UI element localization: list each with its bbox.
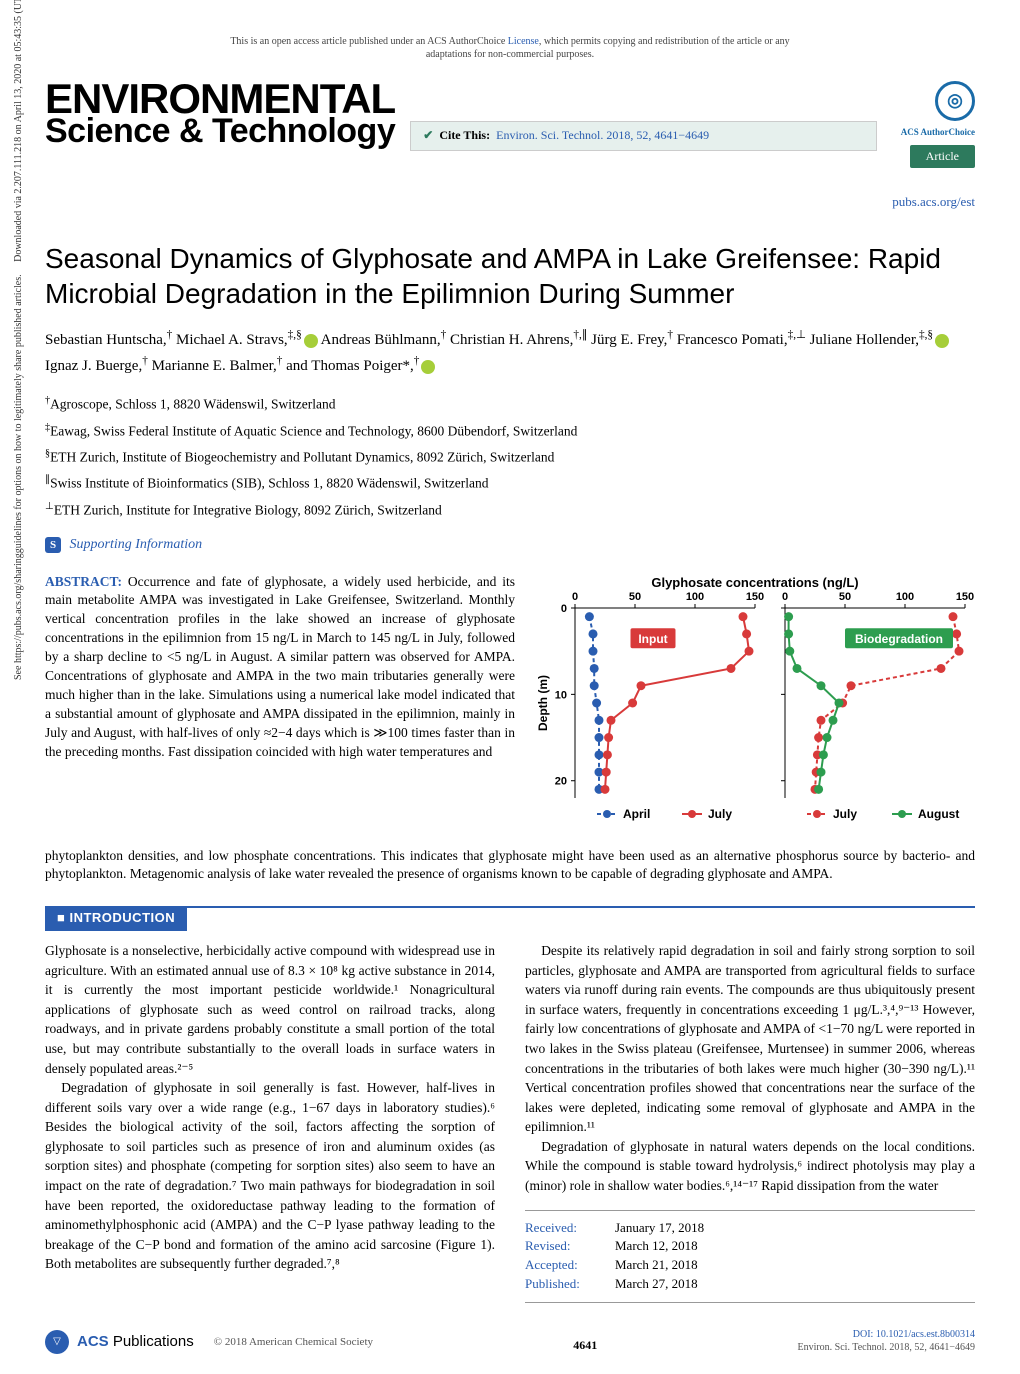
supporting-s-icon: S	[45, 537, 61, 553]
doi-block: DOI: 10.1021/acs.est.8b00314 Environ. Sc…	[797, 1328, 975, 1354]
check-icon: ✔	[423, 128, 433, 144]
svg-text:July: July	[708, 807, 732, 821]
svg-text:Biodegradation: Biodegradation	[855, 632, 943, 646]
svg-text:150: 150	[956, 591, 974, 603]
svg-text:50: 50	[629, 591, 641, 603]
svg-text:10: 10	[555, 689, 567, 701]
svg-text:Input: Input	[638, 632, 667, 646]
cite-this-box: ✔ Cite This: Environ. Sci. Technol. 2018…	[410, 121, 877, 151]
authors-list: Sebastian Huntscha,† Michael A. Stravs,‡…	[45, 326, 975, 378]
intro-heading: INTRODUCTION	[45, 906, 187, 931]
license-link[interactable]: License	[508, 36, 539, 47]
received-dates-box: Received:January 17, 2018Revised:March 1…	[525, 1210, 975, 1303]
acs-authorchoice-badge: ◎	[935, 81, 975, 121]
intro-left-column: Glyphosate is a nonselective, herbicidal…	[45, 941, 495, 1303]
download-info-sidebar: See https://pubs.acs.org/sharingguidelin…	[12, 0, 25, 680]
supporting-info-link[interactable]: S Supporting Information	[45, 536, 975, 554]
article-type-badge: Article	[910, 145, 975, 169]
journal-logo: ENVIRONMENTAL Science & Technology	[45, 81, 395, 146]
svg-text:August: August	[918, 807, 959, 821]
svg-text:0: 0	[782, 591, 788, 603]
article-title: Seasonal Dynamics of Glyphosate and AMPA…	[45, 241, 975, 311]
citation-link[interactable]: Environ. Sci. Technol. 2018, 52, 4641−46…	[496, 128, 709, 144]
abstract-text: ABSTRACT: Occurrence and fate of glyphos…	[45, 573, 515, 762]
svg-text:July: July	[833, 807, 857, 821]
intro-right-column: Despite its relatively rapid degradation…	[525, 941, 975, 1303]
svg-text:Glyphosate concentrations (ng/: Glyphosate concentrations (ng/L)	[651, 575, 858, 590]
svg-text:100: 100	[896, 591, 914, 603]
svg-text:0: 0	[572, 591, 578, 603]
pubs-link[interactable]: pubs.acs.org/est	[892, 194, 975, 211]
svg-text:150: 150	[746, 591, 764, 603]
abstract-continuation: phytoplankton densities, and low phospha…	[45, 847, 975, 885]
svg-text:50: 50	[839, 591, 851, 603]
affiliations-list: †Agroscope, Schloss 1, 8820 Wädenswil, S…	[45, 392, 975, 522]
license-notice: This is an open access article published…	[210, 30, 810, 66]
author-choice-label: ACS AuthorChoice	[901, 127, 975, 139]
page-number: 4641	[573, 1338, 597, 1354]
svg-text:Depth (m): Depth (m)	[536, 675, 550, 731]
svg-text:April: April	[623, 807, 650, 821]
svg-text:100: 100	[686, 591, 704, 603]
doi-link[interactable]: DOI: 10.1021/acs.est.8b00314	[797, 1328, 975, 1341]
svg-text:20: 20	[555, 775, 567, 787]
abstract-figure: Glyphosate concentrations (ng/L) Depth (m…	[535, 573, 975, 843]
svg-text:0: 0	[561, 603, 567, 615]
